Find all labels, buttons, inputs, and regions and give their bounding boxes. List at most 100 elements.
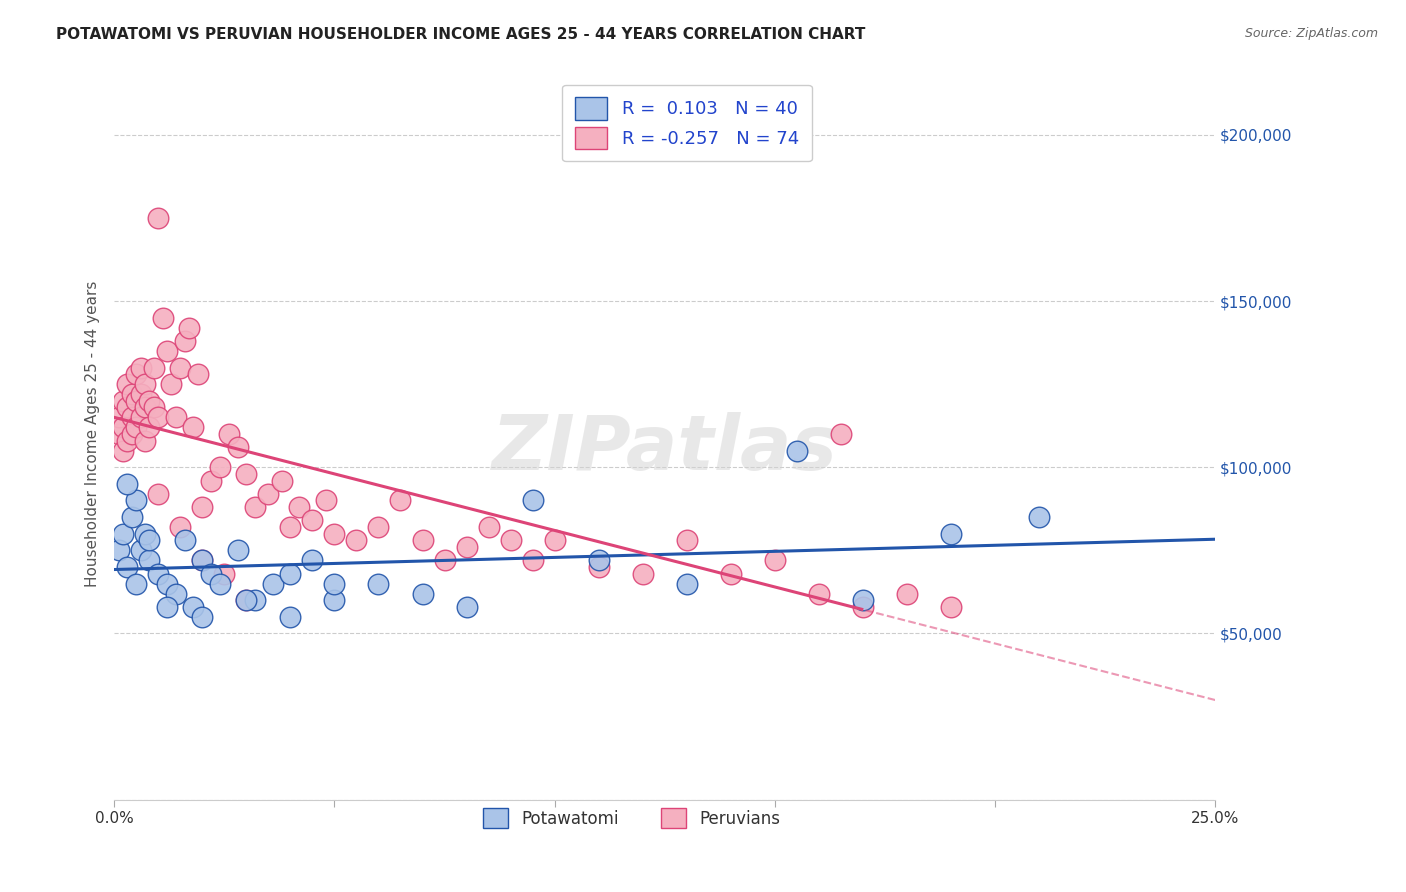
Point [412,533,434,548]
Point [896,586,918,600]
Point [315,493,337,508]
Point [830,427,852,442]
Point [160,377,183,392]
Point [323,526,346,541]
Point [187,368,209,382]
Point [117,560,139,574]
Point [226,440,249,454]
Point [125,368,148,382]
Point [129,543,152,558]
Point [121,510,143,524]
Point [156,599,179,614]
Point [121,410,143,425]
Point [156,343,179,358]
Point [191,553,214,567]
Point [177,320,200,334]
Point [280,520,302,534]
Legend: Potawatomi, Peruvians: Potawatomi, Peruvians [477,801,787,835]
Point [720,566,742,581]
Point [675,576,697,591]
Point [522,553,544,567]
Point [939,526,962,541]
Point [200,474,222,488]
Point [1028,510,1050,524]
Point [191,609,214,624]
Point [257,487,280,501]
Point [117,434,139,448]
Point [235,593,257,607]
Text: ZIPatlas: ZIPatlas [492,411,838,485]
Point [243,593,266,607]
Point [125,420,148,434]
Point [433,553,456,567]
Point [367,520,389,534]
Point [134,434,156,448]
Point [243,500,266,515]
Point [169,520,191,534]
Point [148,410,170,425]
Point [389,493,412,508]
Point [939,599,962,614]
Point [226,543,249,558]
Point [522,493,544,508]
Point [412,586,434,600]
Point [323,593,346,607]
Point [156,576,179,591]
Point [142,360,165,375]
Point [111,526,134,541]
Point [134,526,156,541]
Point [129,410,152,425]
Point [107,427,129,442]
Point [852,593,875,607]
Point [323,576,346,591]
Point [138,553,160,567]
Point [183,420,205,434]
Point [191,500,214,515]
Point [262,576,284,591]
Point [852,599,875,614]
Point [208,576,231,591]
Point [117,377,139,392]
Point [125,576,148,591]
Point [107,543,129,558]
Point [235,593,257,607]
Point [111,443,134,458]
Point [165,586,187,600]
Point [208,460,231,475]
Point [134,377,156,392]
Point [117,401,139,415]
Point [301,513,323,527]
Point [129,387,152,401]
Point [218,427,240,442]
Point [173,334,195,348]
Point [142,401,165,415]
Point [138,533,160,548]
Point [129,360,152,375]
Point [288,500,311,515]
Point [121,387,143,401]
Text: Source: ZipAtlas.com: Source: ZipAtlas.com [1244,27,1378,40]
Point [456,540,478,554]
Point [148,211,170,225]
Point [543,533,565,548]
Point [477,520,499,534]
Point [125,493,148,508]
Point [235,467,257,481]
Point [280,609,302,624]
Point [183,599,205,614]
Point [346,533,368,548]
Point [763,553,786,567]
Point [138,393,160,408]
Point [111,420,134,434]
Point [499,533,522,548]
Point [588,553,610,567]
Point [117,476,139,491]
Point [169,360,191,375]
Point [138,420,160,434]
Point [134,401,156,415]
Point [111,393,134,408]
Point [200,566,222,581]
Point [631,566,654,581]
Point [121,427,143,442]
Point [148,487,170,501]
